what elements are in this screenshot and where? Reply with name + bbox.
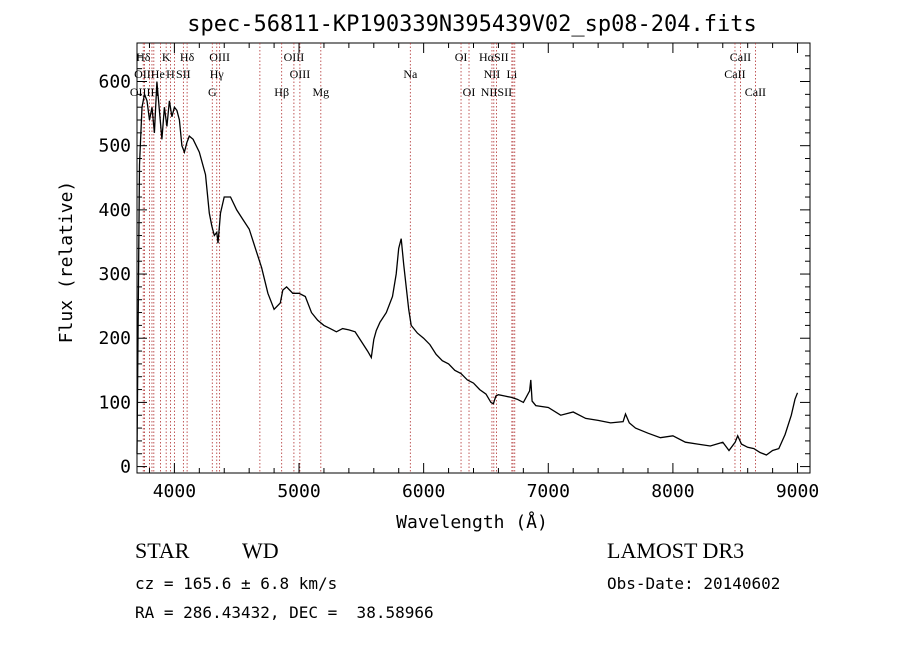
y-axis-label: Flux (relative) xyxy=(56,181,77,344)
y-tick-label: 400 xyxy=(98,200,131,221)
line-label: OIII xyxy=(284,50,305,64)
line-label: CaII xyxy=(730,50,751,64)
spectrum-line xyxy=(136,81,799,456)
cz-value: cz = 165.6 ± 6.8 km/s xyxy=(135,574,338,593)
ra-dec: RA = 286.43432, DEC = 38.58966 xyxy=(135,603,434,622)
line-label: OI xyxy=(463,85,476,99)
x-axis-ticks: 4000 5000 6000 7000 8000 9000 xyxy=(148,43,819,502)
line-label: Mg xyxy=(312,85,329,99)
line-label: Hβ xyxy=(274,85,289,99)
line-label: OIII xyxy=(290,67,311,81)
line-label: CaII xyxy=(724,67,745,81)
x-axis-label: Wavelength (Å) xyxy=(396,511,548,533)
chart-title: spec-56811-KP190339N395439V02_sp08-204.f… xyxy=(187,12,757,37)
y-tick-label: 600 xyxy=(98,72,131,93)
line-label: HαSII xyxy=(479,50,509,64)
class-label: STAR xyxy=(135,538,190,563)
line-label: CaII xyxy=(745,85,766,99)
line-label: Na xyxy=(403,67,418,81)
line-label: Hγ xyxy=(210,67,225,81)
y-tick-label: 200 xyxy=(98,328,131,349)
y-tick-label: 300 xyxy=(98,264,131,285)
x-tick-label: 8000 xyxy=(651,481,694,502)
x-tick-label: 4000 xyxy=(153,481,196,502)
y-tick-label: 100 xyxy=(98,392,131,413)
line-label: NII xyxy=(484,67,501,81)
x-tick-label: 7000 xyxy=(527,481,570,502)
spectral-line-markers xyxy=(142,43,756,473)
line-label: SII xyxy=(176,67,191,81)
line-label: NIISII xyxy=(481,85,512,99)
x-tick-label: 9000 xyxy=(776,481,819,502)
line-label: OI xyxy=(455,50,468,64)
y-axis-ticks: 0 100 200 300 400 500 600 xyxy=(98,55,810,478)
line-label: K xyxy=(162,50,171,64)
line-label: OIIHe xyxy=(134,67,165,81)
line-label: OIII xyxy=(209,50,230,64)
line-label: G xyxy=(208,85,217,99)
survey-label: LAMOST DR3 xyxy=(607,538,745,563)
line-label: Hδ xyxy=(136,50,151,64)
line-label: H xyxy=(166,67,175,81)
plot-frame xyxy=(136,42,811,474)
obs-date: Obs-Date: 20140602 xyxy=(607,574,781,593)
y-tick-label: 0 xyxy=(120,457,131,478)
subclass-label: WD xyxy=(242,538,279,563)
line-label: OIIIH xyxy=(130,85,160,99)
y-tick-label: 500 xyxy=(98,136,131,157)
line-label: Li xyxy=(507,67,518,81)
x-tick-label: 6000 xyxy=(402,481,445,502)
plot-border xyxy=(136,42,811,474)
line-label: Hδ xyxy=(180,50,195,64)
x-tick-label: 5000 xyxy=(277,481,320,502)
spectral-line-labels: Hδ K Hδ OIII OIII OI HαSII CaII OIIHe H SII Hγ OIII N… xyxy=(130,50,766,99)
